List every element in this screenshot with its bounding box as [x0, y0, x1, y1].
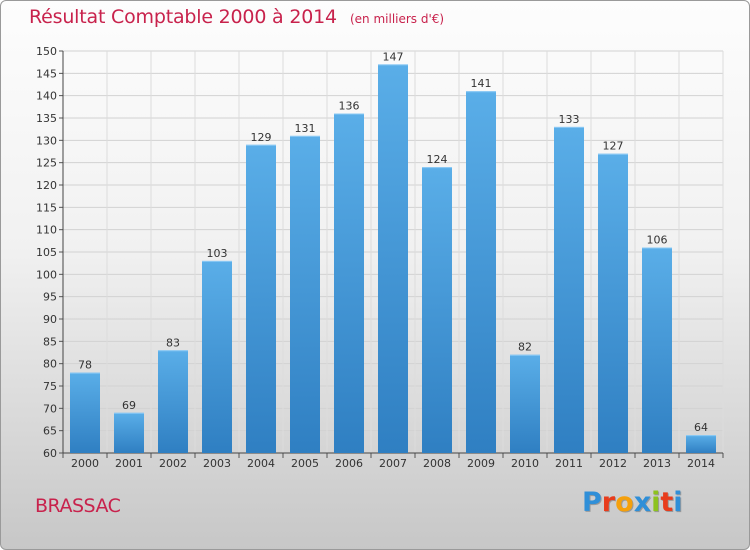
- y-tick-label: 150: [36, 45, 57, 58]
- x-tick-label: 2005: [291, 457, 319, 470]
- logo-letter: o: [615, 487, 634, 518]
- bar-2004: [246, 144, 276, 454]
- bar-2002: [158, 350, 188, 453]
- bar-value-label: 78: [78, 359, 92, 372]
- bar-value-label: 106: [647, 234, 668, 247]
- x-tick-label: 2012: [599, 457, 627, 470]
- x-tick-label: 2010: [511, 457, 539, 470]
- bar-value-label: 127: [603, 140, 624, 153]
- logo-letter: i: [673, 487, 683, 518]
- logo-letter: i: [651, 487, 661, 518]
- title-block: Résultat Comptable 2000 à 2014 (en milli…: [29, 6, 444, 28]
- bar-value-label: 131: [295, 122, 316, 135]
- bar-2012: [598, 153, 628, 453]
- logo-letter: x: [633, 487, 652, 518]
- bar-2000: [70, 372, 100, 453]
- y-tick-label: 90: [43, 313, 57, 326]
- bar-2010: [510, 354, 540, 453]
- y-tick-label: 140: [36, 90, 57, 103]
- bar-2008: [422, 167, 452, 453]
- bar-value-label: 83: [166, 336, 180, 349]
- bar-value-label: 69: [122, 399, 136, 412]
- y-tick-label: 80: [43, 358, 57, 371]
- bar-value-label: 147: [383, 50, 404, 63]
- bar-2003: [202, 260, 232, 453]
- bars: [70, 64, 716, 454]
- y-tick-label: 75: [43, 380, 57, 393]
- bar-2006: [334, 113, 364, 454]
- bar-2007: [378, 64, 408, 454]
- x-tick-label: 2011: [555, 457, 583, 470]
- x-tick-label: 2002: [159, 457, 187, 470]
- proxiti-logo: Proxiti: [582, 487, 683, 518]
- x-tick-label: 2008: [423, 457, 451, 470]
- bar-2005: [290, 135, 320, 453]
- chart-subtitle: (en milliers d'€): [349, 12, 445, 26]
- bar-value-label: 82: [518, 341, 532, 354]
- y-tick-label: 100: [36, 268, 57, 281]
- y-tick-label: 135: [36, 112, 57, 125]
- logo-letter: t: [660, 487, 674, 518]
- x-tick-label: 2007: [379, 457, 407, 470]
- bar-value-label: 124: [427, 153, 448, 166]
- y-tick-label: 125: [36, 157, 57, 170]
- chart-title: Résultat Comptable 2000 à 2014: [29, 6, 337, 28]
- y-tick-label: 95: [43, 291, 57, 304]
- x-tick-label: 2003: [203, 457, 231, 470]
- bar-2009: [466, 91, 496, 453]
- logo-letter: r: [601, 487, 616, 518]
- y-tick-label: 115: [36, 201, 57, 214]
- bar-2013: [642, 247, 672, 453]
- logo-letter: P: [582, 487, 602, 518]
- x-tick-label: 2006: [335, 457, 363, 470]
- bar-value-label: 103: [207, 247, 228, 260]
- y-tick-label: 70: [43, 402, 57, 415]
- x-tick-label: 2001: [115, 457, 143, 470]
- y-tick-label: 120: [36, 179, 57, 192]
- x-tick-label: 2014: [687, 457, 715, 470]
- y-tick-label: 110: [36, 224, 57, 237]
- y-tick-label: 130: [36, 134, 57, 147]
- labels: 60 65 70 75 80 85 90 95 100 105 110 115 120 125 130 135…: [36, 45, 715, 470]
- x-tick-label: 2004: [247, 457, 275, 470]
- x-tick-label: 2009: [467, 457, 495, 470]
- bar-value-label: 141: [471, 77, 492, 90]
- bar-2014: [686, 435, 716, 453]
- bar-2011: [554, 126, 584, 453]
- y-tick-label: 60: [43, 447, 57, 460]
- bar-value-label: 129: [251, 131, 272, 144]
- bar-value-label: 64: [694, 421, 708, 434]
- town-name: BRASSAC: [35, 495, 121, 517]
- y-tick-label: 105: [36, 246, 57, 259]
- x-tick-label: 2013: [643, 457, 671, 470]
- bar-value-label: 136: [339, 100, 360, 113]
- x-tick-label: 2000: [71, 457, 99, 470]
- y-tick-label: 145: [36, 67, 57, 80]
- bar-value-label: 133: [559, 113, 580, 126]
- y-tick-label: 65: [43, 425, 57, 438]
- y-tick-label: 85: [43, 335, 57, 348]
- bar-2001: [114, 412, 144, 453]
